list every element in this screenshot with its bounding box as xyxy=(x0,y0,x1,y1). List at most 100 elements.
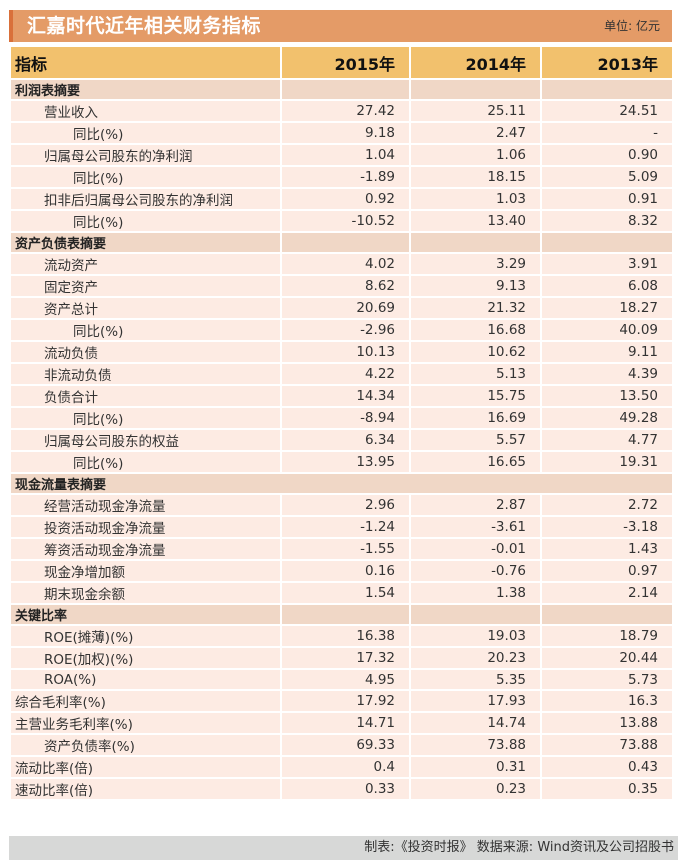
section-empty-cell xyxy=(409,231,542,254)
value-cell-2013: 20.44 xyxy=(540,646,674,670)
section-empty-cell xyxy=(540,603,674,626)
value-cell-2015: -1.89 xyxy=(280,165,411,189)
row-label: 期末现金余额 xyxy=(9,581,282,605)
row-label: 流动负债 xyxy=(9,340,282,364)
row-label: ROA(%) xyxy=(9,668,282,691)
value-cell-2014: 1.03 xyxy=(409,187,542,211)
row-label: 投资活动现金净流量 xyxy=(9,515,282,539)
value-cell-2015: 0.4 xyxy=(280,755,411,779)
value-cell-2013: 18.79 xyxy=(540,624,674,648)
row-label: 资产总计 xyxy=(9,296,282,320)
row-label: 现金净增加额 xyxy=(9,559,282,583)
table-row: 负债合计 14.34 15.75 13.50 xyxy=(9,384,674,408)
section-empty-cell xyxy=(280,603,411,626)
table-row: 非流动负债 4.22 5.13 4.39 xyxy=(9,362,674,386)
value-cell-2014: 10.62 xyxy=(409,340,542,364)
value-cell-2014: 2.87 xyxy=(409,493,542,517)
row-label: 速动比率(倍) xyxy=(9,777,282,801)
value-cell-2015: 20.69 xyxy=(280,296,411,320)
value-cell-2014: 16.69 xyxy=(409,406,542,430)
table-header: 指标 2015年 2014年 2013年 xyxy=(9,45,674,80)
value-cell-2015: 69.33 xyxy=(280,733,411,757)
value-cell-2013: 3.91 xyxy=(540,252,674,276)
value-cell-2014: 0.23 xyxy=(409,777,542,801)
value-cell-2014: 1.38 xyxy=(409,581,542,605)
value-cell-2013: 13.88 xyxy=(540,711,674,735)
value-cell-2013: 8.32 xyxy=(540,209,674,233)
value-cell-2014: 0.31 xyxy=(409,755,542,779)
table-row: ROE(加权)(%) 17.32 20.23 20.44 xyxy=(9,646,674,670)
value-cell-2013: 73.88 xyxy=(540,733,674,757)
page-title: 汇嘉时代近年相关财务指标 xyxy=(27,15,262,37)
row-label: 同比(%) xyxy=(9,450,282,474)
row-label: 流动比率(倍) xyxy=(9,755,282,779)
value-cell-2015: 1.54 xyxy=(280,581,411,605)
value-cell-2014: 13.40 xyxy=(409,209,542,233)
value-cell-2014: 20.23 xyxy=(409,646,542,670)
row-label: 同比(%) xyxy=(9,406,282,430)
value-cell-2013: - xyxy=(540,121,674,145)
row-label: 营业收入 xyxy=(9,99,282,123)
value-cell-2014: 15.75 xyxy=(409,384,542,408)
value-cell-2014: 16.65 xyxy=(409,450,542,474)
value-cell-2013: 4.77 xyxy=(540,428,674,452)
value-cell-2015: 16.38 xyxy=(280,624,411,648)
table-row: 投资活动现金净流量 -1.24 -3.61 -3.18 xyxy=(9,515,674,539)
table-row: 固定资产 8.62 9.13 6.08 xyxy=(9,274,674,298)
value-cell-2014: 73.88 xyxy=(409,733,542,757)
value-cell-2015: -1.24 xyxy=(280,515,411,539)
value-cell-2013: 2.72 xyxy=(540,493,674,517)
table-row: 速动比率(倍) 0.33 0.23 0.35 xyxy=(9,777,674,801)
value-cell-2014: 19.03 xyxy=(409,624,542,648)
table-row: 主营业务毛利率(%) 14.71 14.74 13.88 xyxy=(9,711,674,735)
financial-indicators-table: 指标 2015年 2014年 2013年 利润表摘要 营业收入 27.42 25.11… xyxy=(9,45,674,801)
row-label: 同比(%) xyxy=(9,121,282,145)
value-cell-2015: 4.95 xyxy=(280,668,411,691)
value-cell-2013: 0.90 xyxy=(540,143,674,167)
value-cell-2014: 14.74 xyxy=(409,711,542,735)
value-cell-2014: 16.68 xyxy=(409,318,542,342)
value-cell-2015: 10.13 xyxy=(280,340,411,364)
row-label: 非流动负债 xyxy=(9,362,282,386)
row-label: ROE(摊薄)(%) xyxy=(9,624,282,648)
section-empty-cell xyxy=(409,603,542,626)
value-cell-2013: 0.35 xyxy=(540,777,674,801)
value-cell-2015: 4.22 xyxy=(280,362,411,386)
table-row: 资产总计 20.69 21.32 18.27 xyxy=(9,296,674,320)
value-cell-2015: 17.92 xyxy=(280,689,411,713)
value-cell-2014: -0.76 xyxy=(409,559,542,583)
row-label: 主营业务毛利率(%) xyxy=(9,711,282,735)
value-cell-2013: 24.51 xyxy=(540,99,674,123)
table-row: 资产负债率(%) 69.33 73.88 73.88 xyxy=(9,733,674,757)
value-cell-2014: 5.57 xyxy=(409,428,542,452)
value-cell-2014: 5.35 xyxy=(409,668,542,691)
header-row: 指标 2015年 2014年 2013年 xyxy=(9,45,674,80)
value-cell-2015: 14.71 xyxy=(280,711,411,735)
section-row: 现金流量表摘要 xyxy=(9,472,674,495)
table-row: 筹资活动现金净流量 -1.55 -0.01 1.43 xyxy=(9,537,674,561)
section-empty-cell xyxy=(540,231,674,254)
value-cell-2015: -10.52 xyxy=(280,209,411,233)
row-label: 综合毛利率(%) xyxy=(9,689,282,713)
value-cell-2013: 19.31 xyxy=(540,450,674,474)
unit-label: 单位: 亿元 xyxy=(604,19,660,33)
column-header-2014: 2014年 xyxy=(409,45,542,80)
section-title: 资产负债表摘要 xyxy=(9,231,282,254)
table-row: 同比(%) -2.96 16.68 40.09 xyxy=(9,318,674,342)
value-cell-2015: 14.34 xyxy=(280,384,411,408)
row-label: 同比(%) xyxy=(9,209,282,233)
value-cell-2013: 18.27 xyxy=(540,296,674,320)
row-label: 同比(%) xyxy=(9,165,282,189)
table-row: 现金净增加额 0.16 -0.76 0.97 xyxy=(9,559,674,583)
value-cell-2015: 17.32 xyxy=(280,646,411,670)
value-cell-2013: 1.43 xyxy=(540,537,674,561)
table-row: 流动负债 10.13 10.62 9.11 xyxy=(9,340,674,364)
value-cell-2015: 0.92 xyxy=(280,187,411,211)
row-label: 归属母公司股东的权益 xyxy=(9,428,282,452)
value-cell-2013: 6.08 xyxy=(540,274,674,298)
value-cell-2015: -1.55 xyxy=(280,537,411,561)
value-cell-2015: -8.94 xyxy=(280,406,411,430)
value-cell-2015: 2.96 xyxy=(280,493,411,517)
source-note: 制表:《投资时报》 数据来源: Wind资讯及公司招股书 xyxy=(364,840,674,855)
row-label: 流动资产 xyxy=(9,252,282,276)
